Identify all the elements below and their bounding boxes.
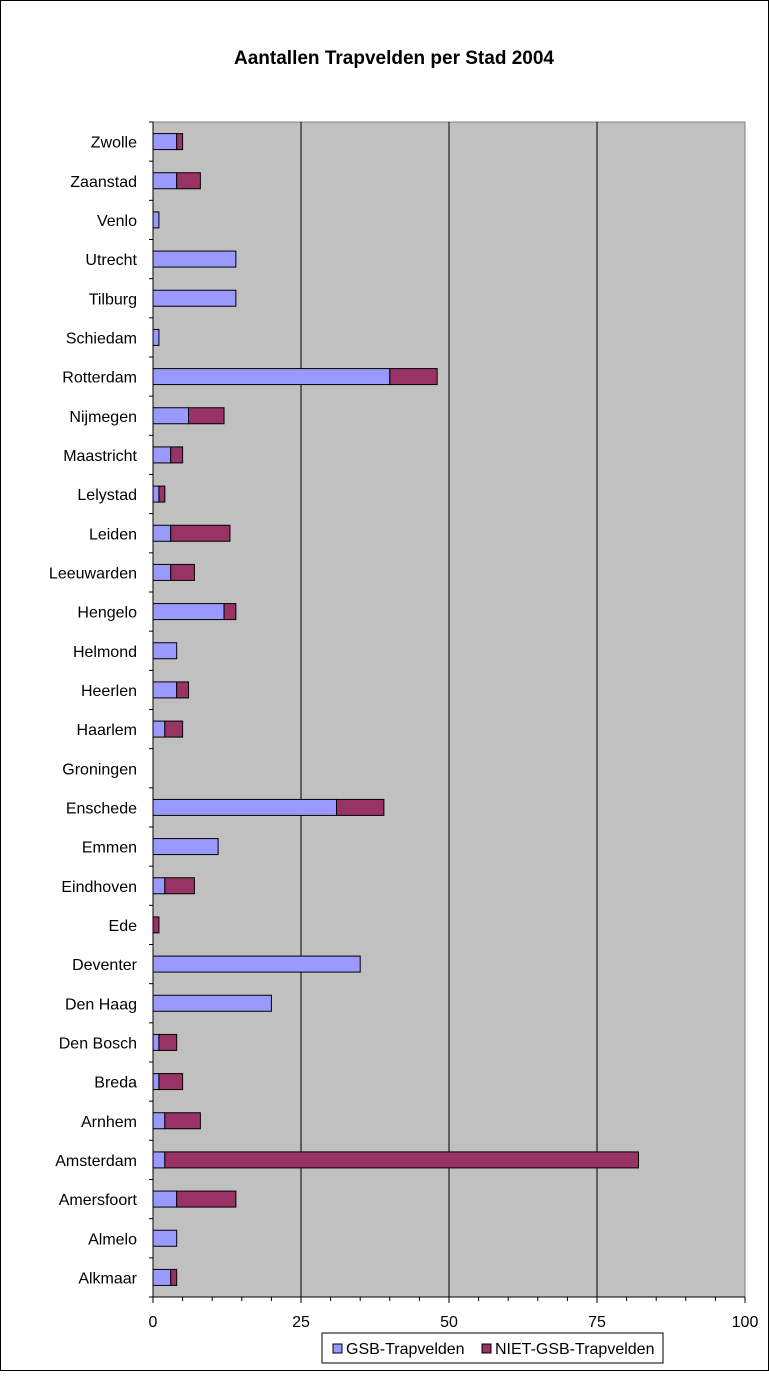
- bar-gsb: [152, 1073, 160, 1091]
- bar-niet-gsb: [164, 720, 184, 738]
- category-label: Enschede: [66, 800, 137, 817]
- x-tick-label: 100: [732, 1314, 759, 1331]
- bar-gsb: [152, 798, 338, 816]
- category-label: Ede: [109, 918, 138, 935]
- bar-gsb: [152, 642, 178, 660]
- bar-gsb: [152, 1229, 178, 1247]
- bar-gsb: [152, 877, 166, 895]
- bar-gsb: [152, 289, 237, 307]
- bar-niet-gsb: [176, 172, 201, 190]
- category-label: Zaanstad: [70, 174, 137, 191]
- bar-gsb: [152, 328, 160, 346]
- bar-gsb: [152, 446, 172, 464]
- bar-gsb: [152, 603, 225, 621]
- category-label: Utrecht: [85, 252, 137, 269]
- bar-niet-gsb: [152, 916, 160, 934]
- bar-gsb: [152, 1033, 160, 1051]
- bar-gsb: [152, 368, 391, 386]
- bar-niet-gsb: [176, 133, 184, 151]
- bar-niet-gsb: [176, 1190, 237, 1208]
- bar-gsb: [152, 1190, 178, 1208]
- bar-niet-gsb: [170, 524, 231, 542]
- bar-niet-gsb: [170, 1268, 178, 1286]
- bar-niet-gsb: [336, 798, 385, 816]
- bar-niet-gsb: [170, 563, 195, 581]
- bar-niet-gsb: [164, 877, 195, 895]
- legend-box: [321, 1332, 664, 1364]
- category-label: Helmond: [73, 644, 137, 661]
- category-label: Den Haag: [65, 996, 137, 1013]
- bar-niet-gsb: [389, 368, 438, 386]
- category-labels: Zwolle Zaanstad Venlo Utrecht Tilburg Schieda…: [49, 135, 138, 1288]
- bar-niet-gsb: [164, 1112, 201, 1130]
- x-tick-label: 50: [440, 1314, 458, 1331]
- bar-gsb: [152, 1112, 166, 1130]
- legend-label-niet-gsb: NIET-GSB-Trapvelden: [495, 1341, 654, 1358]
- category-label: Breda: [94, 1075, 137, 1092]
- category-label: Alkmaar: [78, 1270, 137, 1287]
- category-label: Groningen: [62, 761, 137, 778]
- category-label: Maastricht: [63, 448, 137, 465]
- category-label: Schiedam: [66, 330, 137, 347]
- bar-gsb: [152, 1268, 172, 1286]
- category-label: Arnhem: [81, 1114, 137, 1131]
- gridlines: [300, 122, 598, 1297]
- bar-gsb: [152, 955, 361, 973]
- category-label: Amersfoort: [59, 1192, 138, 1209]
- category-label: Rotterdam: [62, 370, 137, 387]
- category-label: Amsterdam: [55, 1153, 137, 1170]
- bar-gsb: [152, 994, 272, 1012]
- category-label: Hengelo: [77, 605, 137, 622]
- legend: GSB-Trapvelden NIET-GSB-Trapvelden: [321, 1332, 664, 1364]
- axes: [149, 121, 746, 1303]
- bar-niet-gsb: [158, 485, 166, 503]
- category-label: Emmen: [82, 840, 137, 857]
- bars: [152, 133, 639, 1286]
- category-label: Leiden: [89, 526, 137, 543]
- bar-gsb: [152, 563, 172, 581]
- bar-gsb: [152, 250, 237, 268]
- category-label: Nijmegen: [69, 409, 137, 426]
- bar-gsb: [152, 720, 166, 738]
- bar-gsb: [152, 485, 160, 503]
- category-label: Venlo: [97, 213, 137, 230]
- category-label: Eindhoven: [61, 879, 137, 896]
- bar-niet-gsb: [188, 407, 225, 425]
- bar-gsb: [152, 133, 178, 151]
- bar-gsb: [152, 1151, 166, 1169]
- bar-niet-gsb: [164, 1151, 639, 1169]
- bar-niet-gsb: [170, 446, 184, 464]
- category-label: Zwolle: [91, 135, 137, 152]
- bar-niet-gsb: [223, 603, 237, 621]
- legend-swatch-niet-gsb: [481, 1343, 492, 1354]
- tick-labels: 0 25 50 75 100: [149, 1314, 759, 1331]
- x-tick-label: 25: [292, 1314, 310, 1331]
- category-label: Den Bosch: [59, 1035, 137, 1052]
- category-label: Heerlen: [81, 683, 137, 700]
- bar-gsb: [152, 838, 219, 856]
- x-tick-label: 0: [149, 1314, 158, 1331]
- bar-gsb: [152, 211, 160, 229]
- category-label: Tilburg: [89, 291, 137, 308]
- bar-niet-gsb: [158, 1073, 184, 1091]
- category-label: Lelystad: [77, 487, 137, 504]
- bar-niet-gsb: [176, 681, 190, 699]
- bar-gsb: [152, 172, 178, 190]
- chart-title: Aantallen Trapvelden per Stad 2004: [234, 48, 554, 69]
- legend-swatch-gsb: [332, 1343, 343, 1354]
- category-label: Deventer: [72, 957, 138, 974]
- bar-niet-gsb: [158, 1033, 178, 1051]
- category-label: Leeuwarden: [49, 565, 137, 582]
- category-label: Almelo: [88, 1231, 137, 1248]
- category-label: Haarlem: [77, 722, 137, 739]
- bar-gsb: [152, 681, 178, 699]
- legend-label-gsb: GSB-Trapvelden: [346, 1341, 465, 1358]
- bar-gsb: [152, 407, 190, 425]
- bar-gsb: [152, 524, 172, 542]
- x-tick-label: 75: [588, 1314, 606, 1331]
